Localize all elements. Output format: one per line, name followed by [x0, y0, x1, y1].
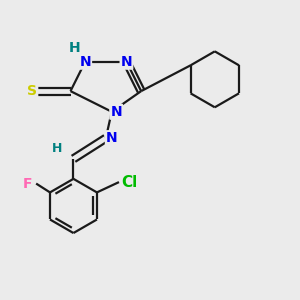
Text: S: S — [27, 84, 37, 98]
Text: Cl: Cl — [121, 175, 137, 190]
Text: F: F — [23, 177, 33, 190]
Text: N: N — [121, 55, 132, 69]
Text: N: N — [110, 105, 122, 119]
Text: N: N — [106, 131, 118, 145]
Text: N: N — [80, 55, 91, 69]
Text: H: H — [52, 142, 62, 155]
Text: H: H — [69, 41, 81, 56]
